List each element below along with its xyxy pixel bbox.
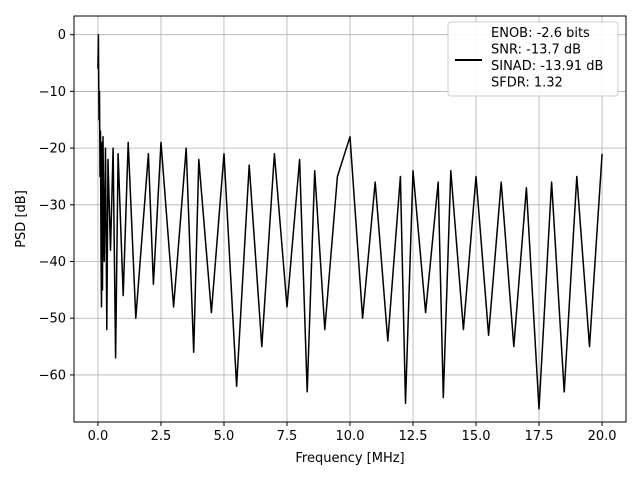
x-tick-label: 17.5: [525, 429, 554, 444]
y-tick-label: −40: [39, 255, 66, 270]
y-tick-label: −60: [39, 368, 66, 383]
y-tick-label: −30: [39, 198, 66, 213]
y-tick-label: −10: [39, 85, 66, 100]
legend-label-line: SFDR: 1.32: [491, 76, 563, 91]
psd-series-line: [97, 33, 603, 410]
series-layer: [97, 33, 603, 410]
legend-label-line: SINAD: -13.91 dB: [491, 59, 603, 74]
legend-box: [447, 21, 619, 97]
x-tick-label: 20.0: [588, 429, 617, 444]
legend: ENOB: -2.6 bits SNR: -13.7 dB SINAD: -13.9…: [447, 21, 619, 97]
legend-label: ENOB: -2.6 bits SNR: -13.7 dB SINAD: -13.9…: [491, 26, 603, 91]
x-tick-label: 0.0: [88, 429, 109, 444]
y-tick-label: 0: [58, 28, 66, 43]
legend-label-line: SNR: -13.7 dB: [491, 43, 581, 58]
x-axis-label: Frequency [MHz]: [295, 451, 404, 466]
x-tick-label: 15.0: [462, 429, 491, 444]
y-tick-label: −20: [39, 142, 66, 157]
ticks: 0.0 2.5 5.0 7.5 10.0 12.5 15.0 17.5 20.0 0 −10 −20 −…: [39, 28, 617, 444]
x-tick-label: 10.0: [336, 429, 365, 444]
legend-label-line: ENOB: -2.6 bits: [491, 26, 590, 41]
x-tick-label: 2.5: [151, 429, 172, 444]
y-axis-label: PSD [dB]: [14, 190, 29, 248]
x-tick-label: 7.5: [277, 429, 298, 444]
x-tick-label: 5.0: [214, 429, 235, 444]
x-tick-label: 12.5: [399, 429, 428, 444]
y-tick-label: −50: [39, 312, 66, 327]
